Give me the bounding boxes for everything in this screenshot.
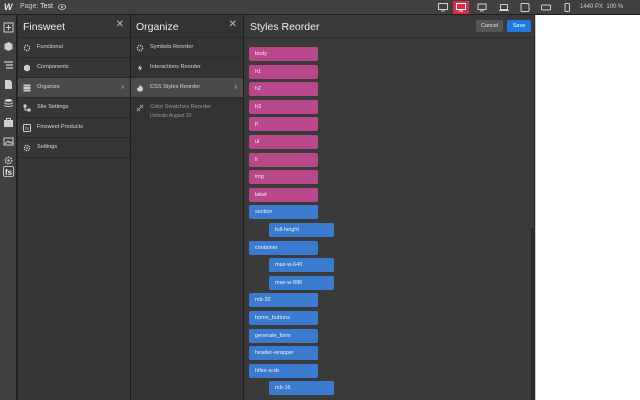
page-prefix: Page: <box>20 3 39 10</box>
sidebar-item-label: Organize <box>37 84 60 90</box>
pages-icon[interactable] <box>3 77 14 89</box>
tablet-icon[interactable] <box>517 1 533 14</box>
sidebar-item-finsweet-products[interactable]: fs Finsweet Products <box>18 118 130 138</box>
sidebar-item-symbols-reorder[interactable]: Symbols Reorder <box>131 38 243 58</box>
sidebar-item-functional[interactable]: Functional <box>18 38 130 58</box>
mobile-portrait-icon[interactable] <box>559 1 575 14</box>
sidebar-item-css-styles-reorder[interactable]: CSS Styles Reorder › <box>131 78 243 98</box>
finsweet-icon[interactable]: fs <box>3 166 14 177</box>
chevron-right-icon: › <box>234 82 237 91</box>
style-chip[interactable]: p <box>249 117 318 132</box>
sidebar-item-settings[interactable]: Settings <box>18 138 130 158</box>
sidebar-item-color-swatches-reorder: Color Swatches Reorder Unlocks August 10 <box>131 98 243 125</box>
navigator-icon[interactable] <box>3 58 14 69</box>
top-bar: W Page: Test 1440 PX 100 % <box>0 0 640 15</box>
desktop-small-icon[interactable] <box>474 1 490 14</box>
database-icon[interactable] <box>3 96 14 107</box>
design-canvas[interactable] <box>535 15 640 400</box>
organize-panel: Organize ✕ Symbols Reorder Interactions … <box>131 15 244 400</box>
page-selector[interactable]: Page: Test <box>20 3 53 10</box>
webflow-logo[interactable]: W <box>4 2 13 12</box>
desktop-large-icon[interactable] <box>435 1 451 14</box>
desktop-icon[interactable] <box>453 1 469 14</box>
sidebar-item-label: Components <box>37 64 69 70</box>
sidebar-item-label: Finsweet Products <box>37 124 84 130</box>
style-chip[interactable]: max-w-640 <box>269 258 334 273</box>
style-chip[interactable]: container <box>249 240 318 255</box>
style-chip[interactable]: section <box>249 205 318 220</box>
page-name: Test <box>40 3 53 10</box>
style-chip[interactable]: mb-16 <box>269 381 334 396</box>
sidebar-item-label: Interactions Reorder <box>150 64 201 70</box>
sidebar-item-label: Settings <box>37 144 58 150</box>
swatch-icon <box>136 104 144 112</box>
panel-title: Organize <box>136 21 179 33</box>
mobile-landscape-icon[interactable] <box>538 1 554 14</box>
finsweet-panel: Finsweet ✕ Functional Components Organiz… <box>18 15 131 400</box>
sidebar-item-site-settings[interactable]: Site Settings <box>18 98 130 118</box>
style-chip[interactable]: mb-32 <box>249 293 318 308</box>
add-icon[interactable] <box>3 20 14 33</box>
style-chip[interactable]: hflex-a-sb <box>249 363 318 378</box>
zoom-readout: 100 % <box>606 4 624 10</box>
style-chip[interactable]: h1 <box>249 64 318 79</box>
ecommerce-icon[interactable] <box>3 115 14 127</box>
svg-text:fs: fs <box>25 126 29 131</box>
cancel-button[interactable]: Cancel <box>476 20 503 32</box>
viewport-readout: 1440 PX 100 % <box>580 4 623 10</box>
chevron-right-icon: › <box>121 82 124 91</box>
bolt-icon <box>137 64 143 72</box>
panel-title: Finsweet <box>23 21 66 33</box>
unlock-date: Unlocks August 10 <box>150 113 192 119</box>
sidebar-item-label: Color Swatches Reorder <box>150 104 211 110</box>
style-chip[interactable]: home_buttons <box>249 311 318 325</box>
width-readout: 1440 PX <box>580 4 604 10</box>
style-chip[interactable]: li <box>249 152 318 167</box>
sidebar-item-label: Symbols Reorder <box>150 44 194 50</box>
close-icon[interactable]: ✕ <box>115 19 124 30</box>
sidebar-item-organize[interactable]: Organize › <box>18 78 130 98</box>
assets-icon[interactable] <box>3 134 14 146</box>
style-chip[interactable]: full-height <box>269 223 334 237</box>
styles-reorder-panel: Styles Reorder Cancel Save body h1 h2 h3 p ul… <box>244 15 534 400</box>
style-chip[interactable]: body <box>249 47 318 61</box>
style-chip[interactable]: max-w-896 <box>269 275 334 290</box>
sidebar-item-interactions-reorder[interactable]: Interactions Reorder <box>131 58 243 78</box>
cube-icon <box>24 64 30 72</box>
sidebar-item-label: Site Settings <box>37 104 69 110</box>
cube-icon[interactable] <box>3 39 14 51</box>
gear-icon <box>23 44 31 52</box>
paint-icon <box>137 85 143 92</box>
left-toolbar: fs <box>0 15 17 400</box>
layers-icon <box>23 84 31 92</box>
style-chip-list: body h1 h2 h3 p ul li img label section full-heigh… <box>244 15 534 400</box>
sitemap-icon <box>23 104 31 112</box>
style-chip[interactable]: img <box>249 170 318 185</box>
settings-icon <box>23 144 31 152</box>
sidebar-item-label: CSS Styles Reorder <box>150 84 201 90</box>
settings-icon[interactable] <box>3 153 14 165</box>
style-chip[interactable]: ul <box>249 135 318 149</box>
fs-icon: fs <box>23 124 31 132</box>
style-chip[interactable]: generate_form <box>249 328 318 343</box>
sidebar-item-label: Functional <box>37 44 63 50</box>
style-chip[interactable]: label <box>249 187 318 202</box>
save-button[interactable]: Save <box>507 20 531 32</box>
page-title: Styles Reorder <box>250 21 320 33</box>
style-chip[interactable]: h2 <box>249 82 318 97</box>
divider <box>244 37 534 38</box>
gear-icon <box>136 44 144 52</box>
scrollbar[interactable] <box>531 228 535 400</box>
style-chip[interactable]: h3 <box>249 99 318 114</box>
laptop-icon[interactable] <box>496 1 512 14</box>
eye-icon[interactable] <box>58 4 66 10</box>
style-chip[interactable]: header-wrapper <box>249 346 318 361</box>
sidebar-item-components[interactable]: Components <box>18 58 130 78</box>
close-icon[interactable]: ✕ <box>228 19 237 30</box>
